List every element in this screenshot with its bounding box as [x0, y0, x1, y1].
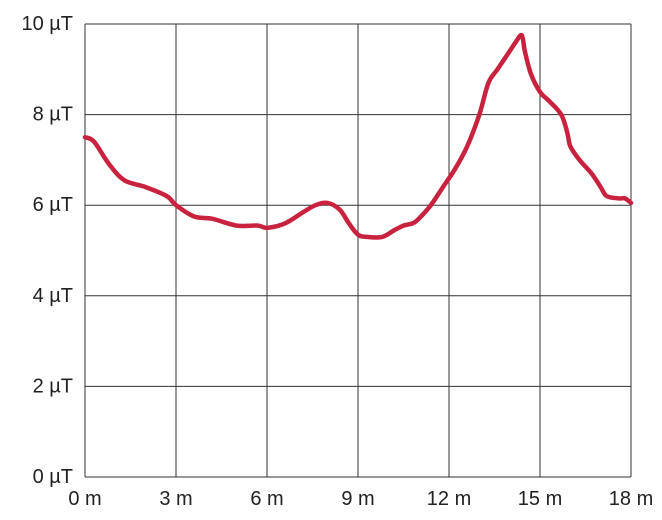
- grid: [84, 23, 632, 478]
- series-layer: [82, 32, 634, 240]
- tick-labels: 0 µT 2 µT 4 µT 6 µT 8 µT 10 µT 0 m 3 m 6 m 9 m 12 …: [21, 13, 653, 510]
- x-tick-label: 3 m: [159, 488, 192, 510]
- y-tick-label: 6 µT: [33, 194, 73, 216]
- x-tick-label: 6 m: [250, 488, 283, 510]
- y-tick-label: 10 µT: [21, 13, 73, 35]
- x-tick-label: 15 m: [518, 488, 562, 510]
- x-tick-label: 18 m: [609, 488, 653, 510]
- x-tick-label: 0 m: [68, 488, 101, 510]
- y-tick-label: 8 µT: [33, 104, 73, 126]
- series-line-0: [82, 32, 634, 240]
- x-tick-label: 12 m: [427, 488, 471, 510]
- y-tick-label: 2 µT: [33, 375, 73, 397]
- x-tick-label: 9 m: [341, 488, 374, 510]
- y-tick-label: 0 µT: [33, 466, 73, 488]
- y-tick-label: 4 µT: [33, 285, 73, 307]
